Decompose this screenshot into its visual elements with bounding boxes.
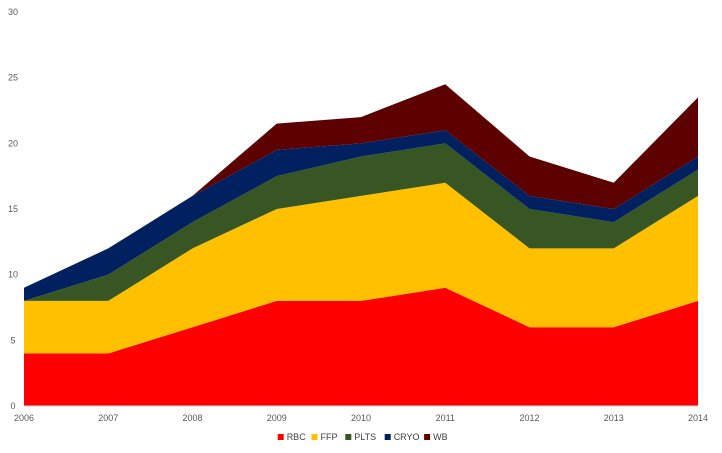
y-tick-label: 30 bbox=[8, 7, 18, 17]
legend-swatch-cryo bbox=[384, 434, 391, 440]
y-tick-label: 15 bbox=[8, 204, 18, 214]
legend-swatch-plts bbox=[345, 434, 352, 440]
legend-swatch-ffp bbox=[311, 434, 318, 440]
legend-label-ffp: FFP bbox=[321, 432, 338, 442]
area-series-group bbox=[24, 84, 698, 406]
x-tick-label: 2013 bbox=[604, 413, 624, 423]
area-rbc bbox=[24, 287, 698, 406]
legend-label-cryo: CRYO bbox=[394, 432, 420, 442]
y-tick-label: 20 bbox=[8, 138, 18, 148]
x-tick-label: 2011 bbox=[436, 413, 455, 423]
x-tick-label: 2007 bbox=[98, 413, 118, 423]
y-axis-tick-labels: 0 5 10 15 20 25 30 bbox=[8, 7, 18, 411]
x-tick-label: 2009 bbox=[267, 413, 287, 423]
x-axis-tick-labels: 2006 2007 2008 2009 2010 2011 2012 2013 2014 bbox=[14, 413, 708, 423]
area-plts bbox=[24, 143, 698, 301]
legend-swatch-rbc bbox=[277, 434, 284, 440]
x-tick-label: 2006 bbox=[14, 413, 34, 423]
legend-label-rbc: RBC bbox=[287, 432, 307, 442]
legend: RBC FFP PLTS CRYO WB bbox=[277, 432, 448, 442]
x-tick-label: 2010 bbox=[351, 413, 371, 423]
y-tick-label: 5 bbox=[10, 335, 15, 345]
y-tick-label: 0 bbox=[10, 401, 15, 411]
y-tick-label: 10 bbox=[8, 270, 18, 280]
x-tick-label: 2012 bbox=[519, 413, 539, 423]
x-tick-label: 2014 bbox=[688, 413, 708, 423]
y-tick-label: 25 bbox=[8, 73, 18, 83]
x-tick-label: 2008 bbox=[182, 413, 202, 423]
area-wb bbox=[24, 84, 698, 288]
legend-label-plts: PLTS bbox=[354, 432, 376, 442]
legend-label-wb: WB bbox=[433, 432, 448, 442]
legend-swatch-wb bbox=[424, 434, 431, 440]
area-ffp bbox=[24, 182, 698, 354]
